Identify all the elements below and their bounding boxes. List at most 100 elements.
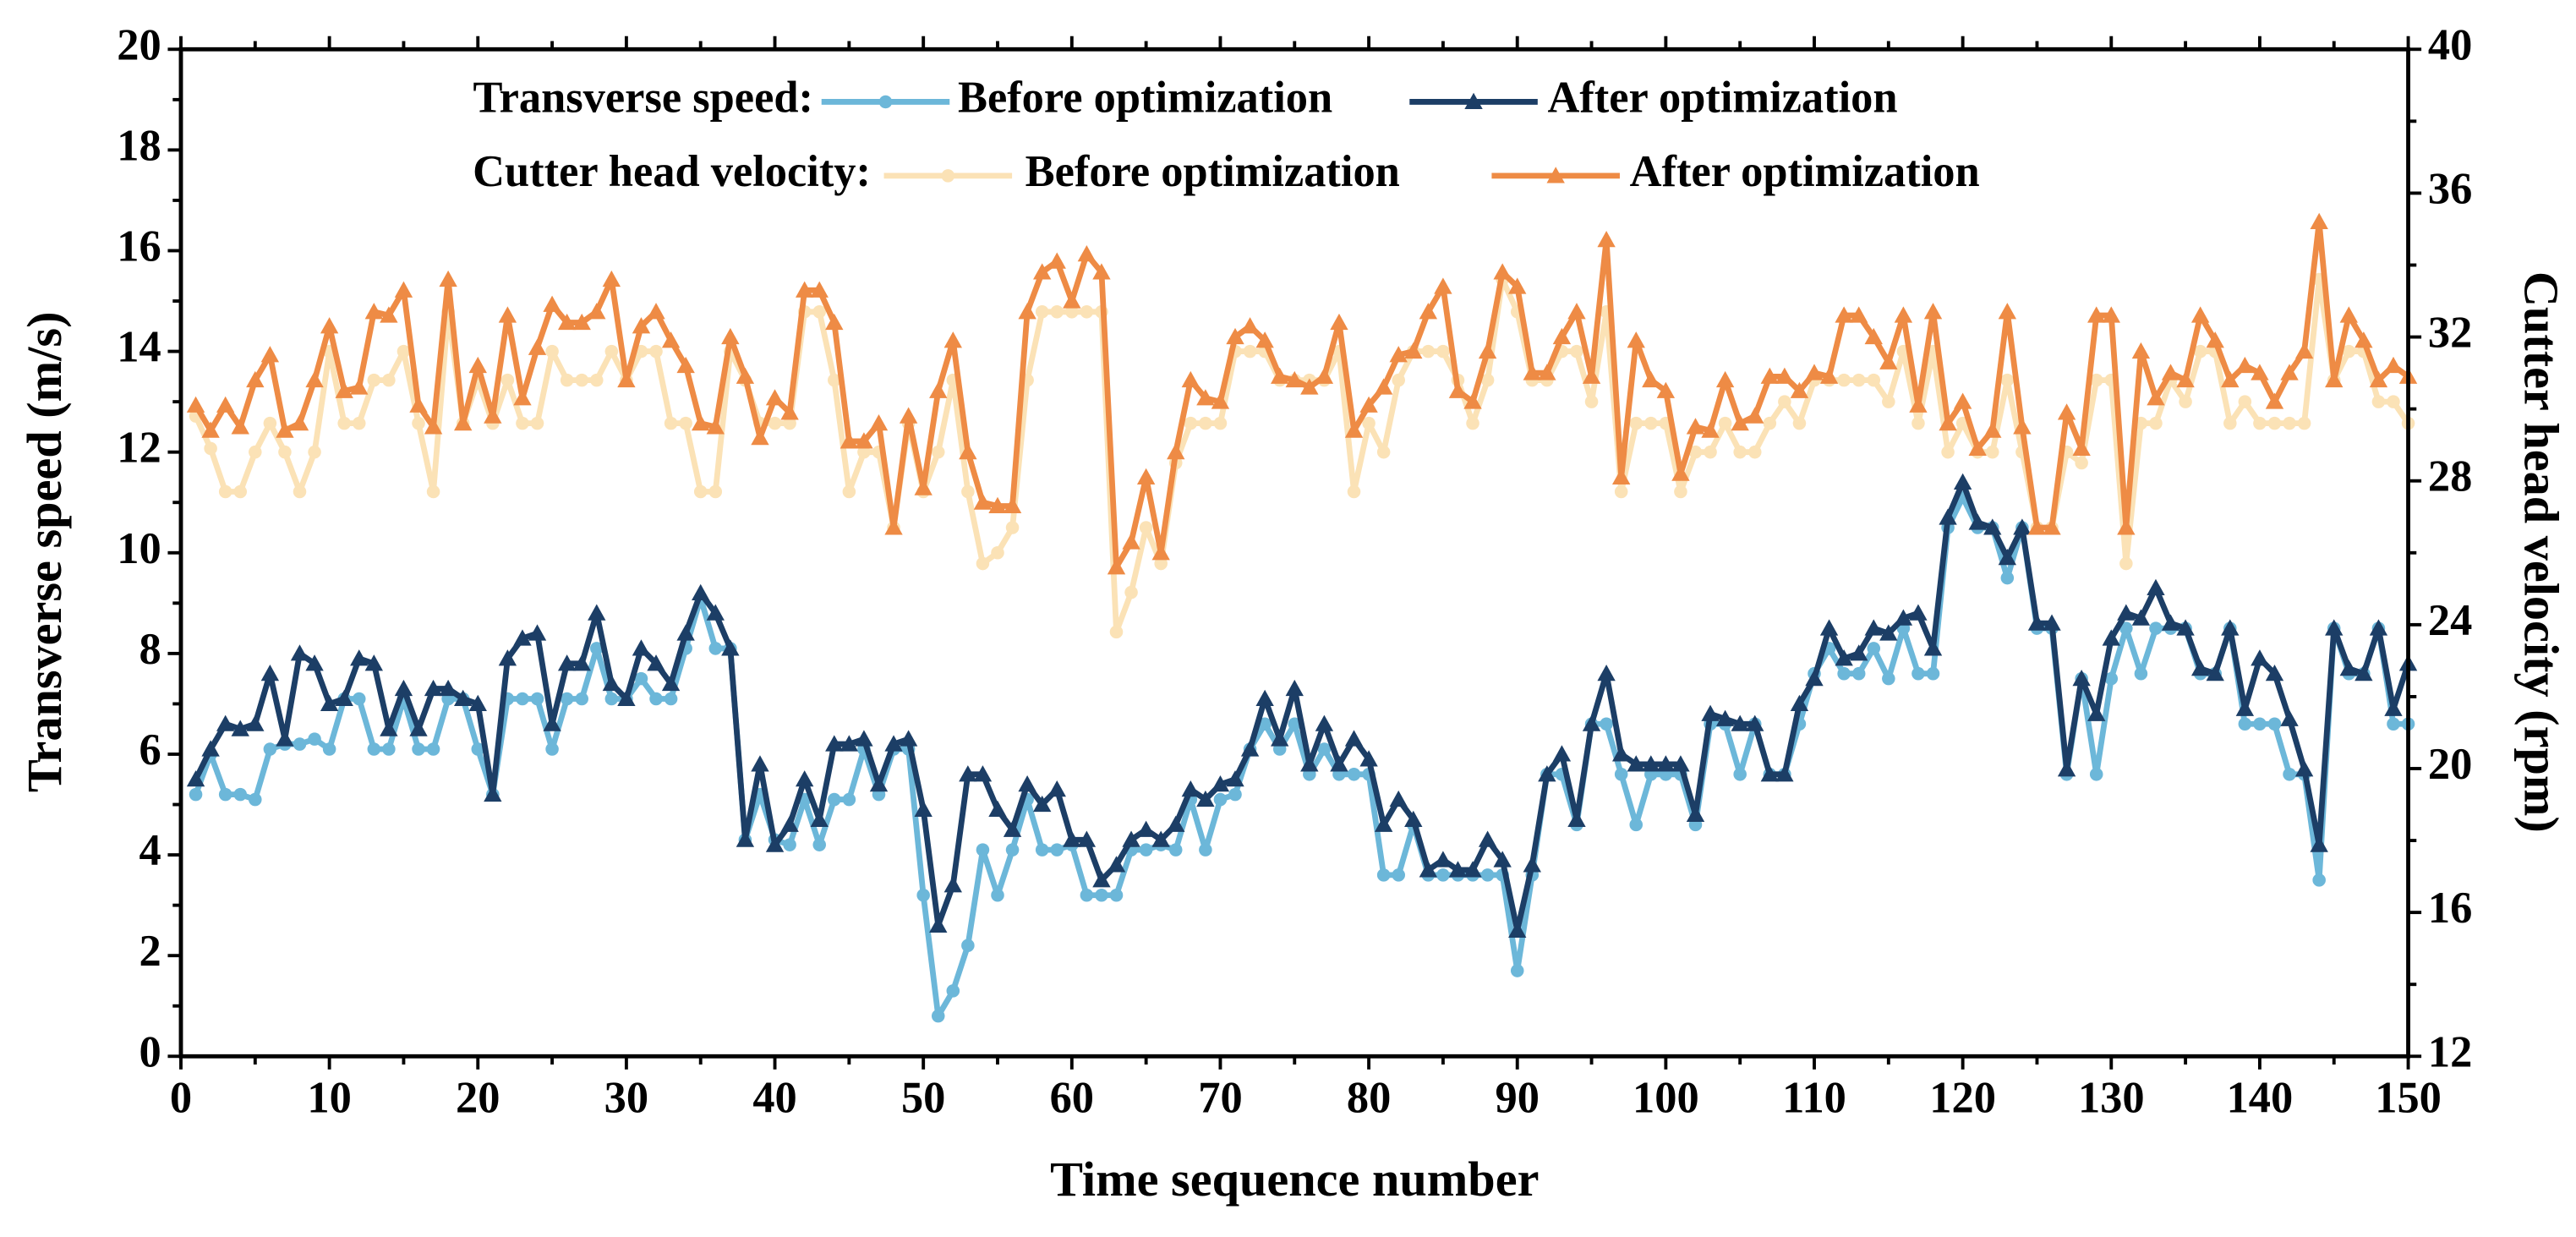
marker (394, 679, 413, 697)
marker (260, 665, 280, 681)
marker (1359, 396, 1378, 413)
marker (632, 639, 651, 656)
marker (1835, 649, 1853, 666)
marker (617, 689, 636, 707)
x-tick-label: 20 (456, 1074, 500, 1123)
marker (1047, 252, 1066, 269)
marker (1552, 745, 1572, 762)
series (189, 490, 2415, 1023)
marker (946, 984, 960, 998)
marker (1243, 344, 1257, 359)
marker (1404, 342, 1423, 359)
marker (765, 835, 785, 852)
marker (1867, 373, 1881, 387)
y2-tick-label: 16 (2428, 884, 2472, 933)
marker (2179, 395, 2192, 408)
marker (1139, 521, 1153, 534)
marker (543, 295, 561, 312)
marker (1226, 327, 1244, 345)
marker (471, 742, 485, 756)
legend-group-label: Cutter head velocity: (473, 147, 871, 196)
y-tick-label: 14 (117, 323, 161, 372)
marker (1213, 792, 1228, 807)
x-tick-label: 10 (307, 1074, 351, 1123)
marker (1080, 305, 1094, 319)
marker (661, 331, 681, 348)
marker (2384, 356, 2403, 374)
marker (1168, 843, 1183, 857)
marker (1480, 373, 1495, 387)
marker (1656, 381, 1676, 398)
marker (2387, 395, 2400, 408)
marker (929, 916, 948, 933)
marker (364, 303, 384, 320)
marker (1228, 787, 1242, 802)
marker (545, 742, 559, 756)
marker (1213, 416, 1228, 430)
marker (367, 373, 381, 387)
marker (1968, 439, 1987, 456)
marker (276, 421, 294, 438)
marker (647, 654, 665, 671)
marker (1317, 742, 1332, 756)
marker (1538, 765, 1556, 782)
marker (1760, 367, 1779, 384)
marker (1733, 768, 1747, 781)
marker (1939, 508, 1957, 525)
marker (708, 484, 723, 499)
marker (500, 373, 515, 387)
marker (1376, 445, 1391, 459)
marker (988, 496, 1007, 514)
marker (869, 775, 889, 792)
marker (513, 389, 532, 406)
marker (708, 642, 723, 655)
marker (1850, 644, 1868, 661)
marker (543, 714, 561, 731)
marker (2339, 306, 2358, 323)
marker (1939, 413, 1957, 431)
marker (1374, 378, 1393, 395)
marker (1107, 856, 1126, 873)
marker (426, 742, 440, 756)
marker (647, 303, 665, 320)
marker (1911, 416, 1925, 430)
marker (1538, 364, 1556, 380)
marker (1763, 416, 1777, 430)
marker (2312, 873, 2326, 887)
marker (2283, 768, 2296, 781)
marker (1211, 392, 1230, 409)
marker (1181, 370, 1200, 388)
marker (1035, 305, 1049, 319)
marker (1404, 810, 1423, 827)
marker (2297, 416, 2311, 430)
x-tick-label: 130 (2078, 1074, 2145, 1123)
marker (878, 95, 893, 109)
marker (1567, 303, 1586, 320)
marker (454, 689, 473, 707)
marker (233, 787, 248, 802)
marker (1255, 689, 1274, 707)
marker (676, 356, 695, 374)
marker (1240, 740, 1260, 757)
marker (1510, 964, 1524, 977)
marker (1196, 389, 1215, 406)
marker (855, 730, 873, 747)
marker (765, 389, 785, 406)
legend-label: After optimization (1630, 147, 1980, 196)
marker (1686, 418, 1705, 435)
marker (201, 740, 220, 757)
marker (545, 344, 559, 359)
marker (855, 432, 873, 449)
marker (2280, 709, 2299, 726)
marker (231, 720, 249, 736)
marker (857, 445, 871, 459)
marker (1882, 395, 1895, 408)
marker (1478, 342, 1497, 359)
marker (293, 484, 307, 499)
marker (2342, 344, 2356, 359)
marker (216, 396, 235, 413)
marker (218, 484, 232, 499)
marker (632, 317, 651, 334)
marker (1718, 416, 1732, 430)
marker (1570, 344, 1583, 359)
